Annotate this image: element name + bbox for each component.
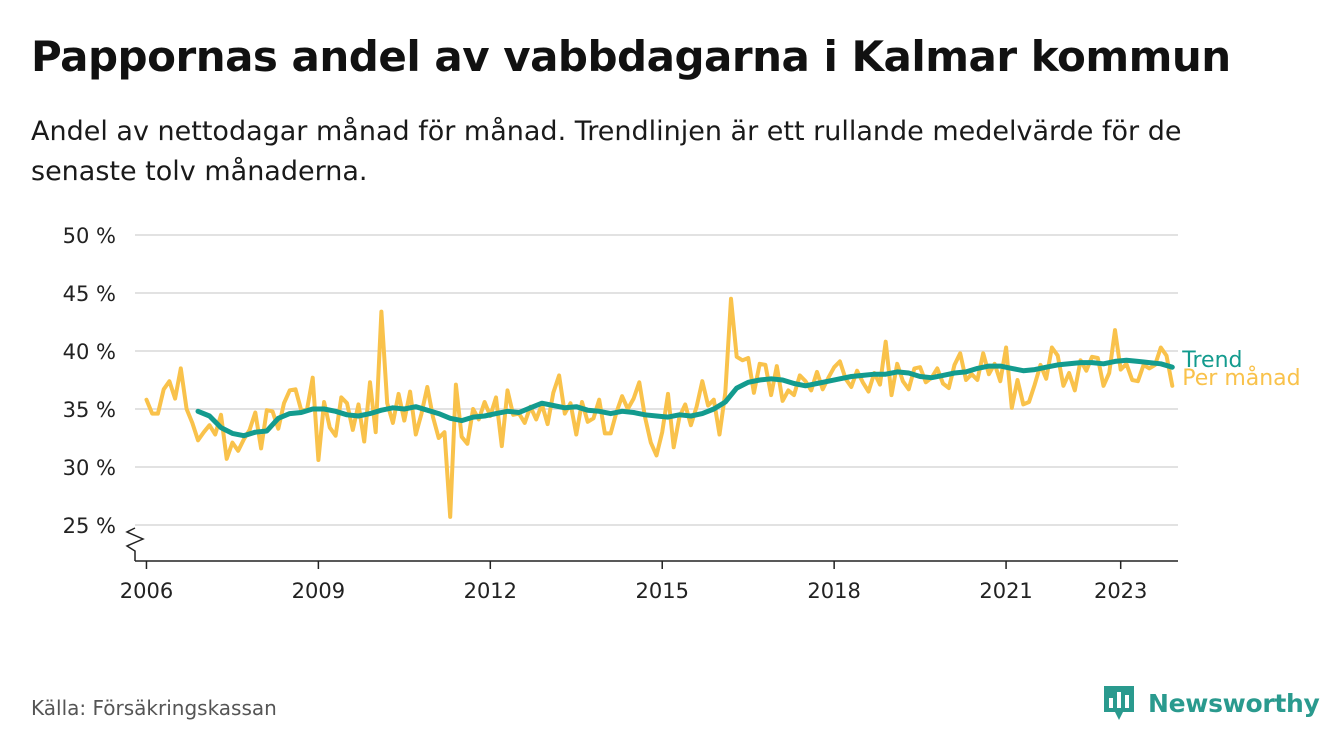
chart-title: Pappornas andel av vabbdagarna i Kalmar …: [31, 32, 1231, 81]
brand-logo: Newsworthy: [1102, 684, 1320, 722]
x-tick-label: 2018: [807, 579, 860, 603]
series-line-monthly: [144, 296, 1175, 519]
y-tick-label: 25 %: [63, 514, 116, 538]
series-label-monthly: Per månad: [1182, 365, 1300, 391]
series-line-trend: [195, 357, 1175, 439]
series-label-trend: Trend: [1181, 348, 1242, 373]
source-note: Källa: Försäkringskassan: [31, 696, 277, 720]
y-tick-label: 35 %: [63, 398, 116, 422]
chart-subtitle: Andel av nettodagar månad för månad. Tre…: [31, 116, 1182, 187]
line-chart: 25 % 30 % 35 % 40 % 45 % 50 % 2006 2009 2012 201…: [63, 224, 1301, 603]
y-tick-label: 30 %: [63, 456, 116, 480]
x-tick-label: 2006: [120, 579, 173, 603]
series-lines: [144, 296, 1175, 519]
y-tick-label: 40 %: [63, 340, 116, 364]
x-tick-label: 2023: [1094, 579, 1147, 603]
brand-name: Newsworthy: [1148, 688, 1320, 718]
y-tick-label: 50 %: [63, 224, 116, 248]
y-axis: 25 % 30 % 35 % 40 % 45 % 50 %: [63, 224, 145, 561]
x-tick-label: 2015: [636, 579, 689, 603]
newsworthy-logo-icon: [1104, 686, 1134, 720]
x-axis: 2006 2009 2012 2015 2018 2021 2023: [120, 560, 1178, 603]
x-tick-label: 2021: [979, 579, 1032, 603]
x-tick-label: 2012: [464, 579, 517, 603]
x-tick-label: 2009: [292, 579, 345, 603]
grid-lines: [135, 234, 1178, 526]
y-tick-label: 45 %: [63, 282, 116, 306]
axis-break-icon: [125, 527, 145, 561]
